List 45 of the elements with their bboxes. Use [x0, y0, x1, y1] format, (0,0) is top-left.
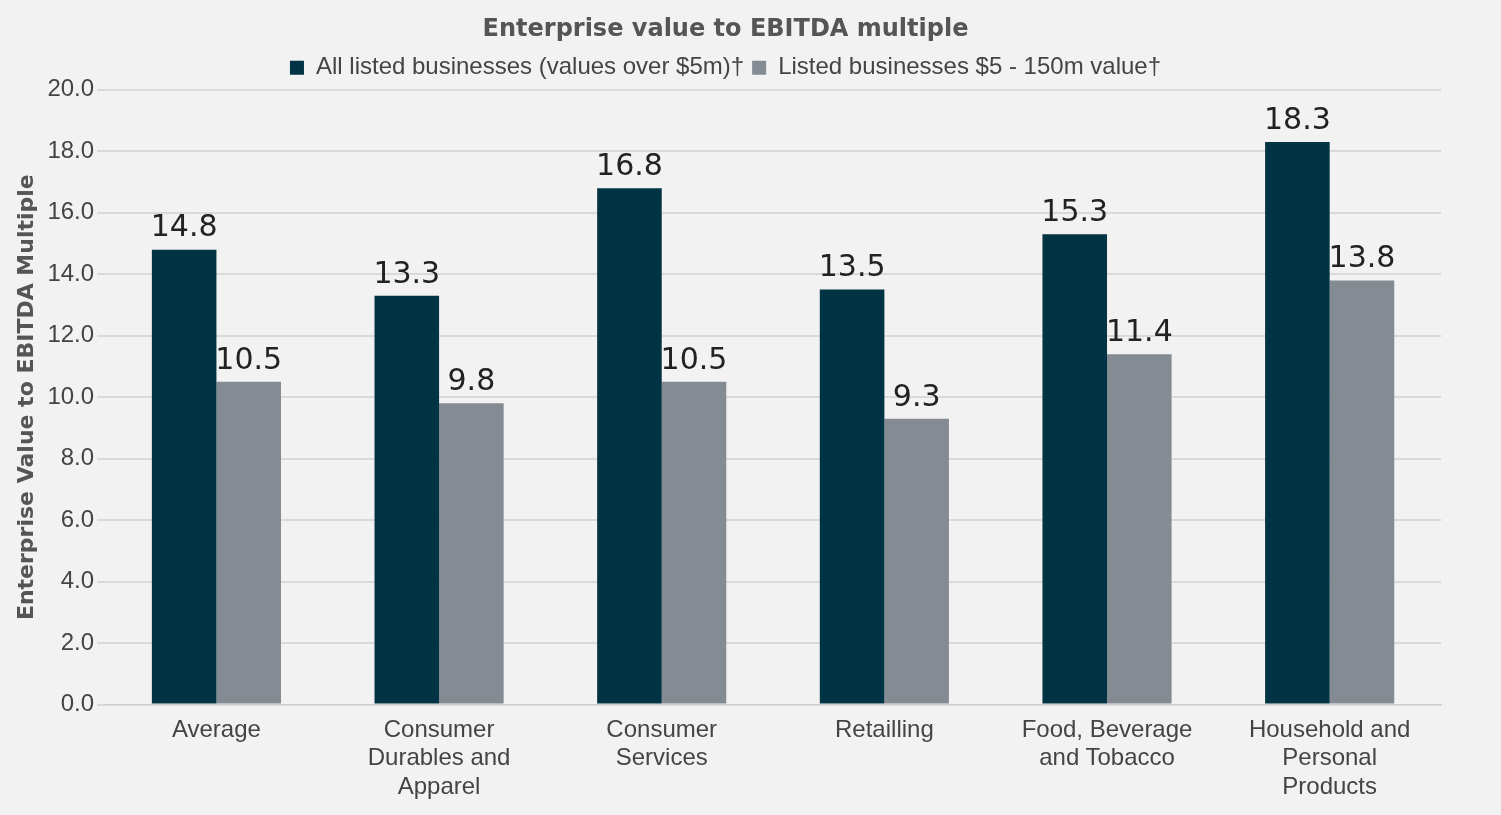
y-tick-label: 4.0	[60, 566, 95, 594]
bar	[1265, 142, 1330, 704]
y-tick-label: 8.0	[60, 443, 95, 471]
x-tick-label: Food, Beverage and Tobacco	[1021, 714, 1193, 771]
data-label: 15.3	[1041, 193, 1109, 229]
legend-label: All listed businesses (values over $5m)†	[315, 52, 745, 80]
bar	[439, 403, 504, 704]
chart-title: Enterprise value to EBITDA multiple	[482, 13, 969, 42]
bar	[374, 295, 440, 704]
x-tick-label: Retailling	[835, 714, 934, 742]
data-label: 13.8	[1328, 239, 1396, 275]
data-label: 13.3	[373, 254, 441, 290]
x-tick-label: Household and Personal Products	[1248, 714, 1411, 800]
data-label: 16.8	[596, 146, 663, 182]
x-tick-label: Consumer Services	[606, 714, 718, 771]
data-label: 9.3	[892, 377, 941, 413]
bar	[884, 418, 949, 704]
y-tick-label: 6.0	[60, 504, 95, 532]
bar	[661, 381, 727, 704]
bar	[151, 249, 217, 704]
data-label: 18.3	[1263, 100, 1331, 136]
y-tick-label: 10.0	[47, 381, 95, 409]
y-axis-title: Enterprise Value to EBITDA Multiple	[12, 174, 38, 621]
x-tick-label: Average	[171, 714, 261, 742]
bar	[1329, 280, 1395, 704]
y-tick-label: 14.0	[47, 258, 95, 286]
bar	[216, 381, 281, 704]
data-label: 10.5	[660, 340, 728, 376]
y-tick-label: 2.0	[60, 627, 95, 655]
y-tick-label: 18.0	[47, 135, 95, 163]
legend-label: Listed businesses $5 - 150m value†	[778, 52, 1162, 80]
y-tick-label: 0.0	[60, 689, 95, 717]
bar	[1042, 234, 1108, 704]
bar	[1107, 354, 1172, 704]
data-label: 14.8	[150, 208, 218, 244]
data-label: 10.5	[215, 340, 283, 376]
data-label: 9.8	[447, 362, 496, 398]
data-label: 11.4	[1105, 312, 1173, 348]
y-tick-label: 20.0	[47, 74, 95, 102]
y-tick-label: 12.0	[47, 320, 95, 348]
y-tick-label: 16.0	[47, 197, 95, 225]
bar	[819, 289, 885, 704]
data-label: 13.5	[818, 248, 886, 284]
x-tick-label: Consumer Durables and Apparel	[367, 714, 511, 800]
bar	[597, 188, 662, 704]
